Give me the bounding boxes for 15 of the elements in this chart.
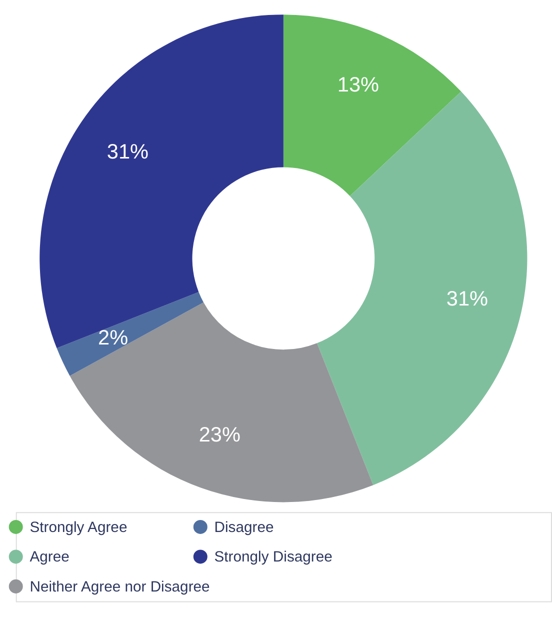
legend-label: Neither Agree nor Disagree	[30, 579, 210, 596]
donut-slice	[56, 292, 204, 376]
donut-slice	[70, 302, 374, 502]
data-label: 13%	[337, 74, 380, 97]
legend-label: Strongly Disagree	[214, 550, 332, 566]
donut-slice	[316, 92, 528, 486]
legend-label: Agree	[30, 550, 70, 566]
data-label: 2%	[98, 326, 128, 350]
donut-slice	[40, 14, 284, 348]
data-label: 23%	[198, 424, 240, 447]
data-label: 31%	[446, 287, 488, 310]
data-label: 31%	[106, 140, 149, 164]
donut-slice	[283, 14, 462, 196]
legend-label: Strongly Agree	[30, 520, 128, 536]
legend-label: Disagree	[214, 520, 274, 536]
